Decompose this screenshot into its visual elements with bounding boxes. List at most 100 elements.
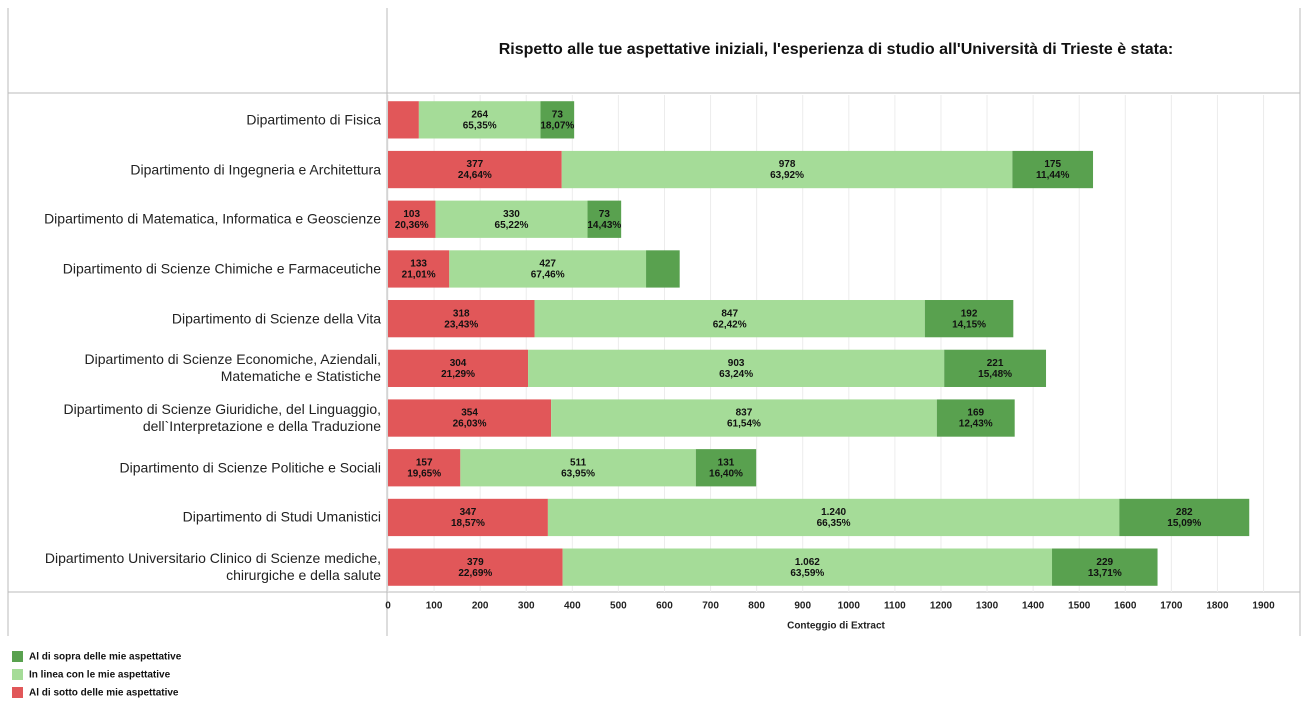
x-tick-label: 1600 — [1114, 601, 1137, 612]
value-label: 1.062 — [795, 557, 820, 568]
bar-segment — [388, 300, 535, 338]
percent-label: 63,24% — [719, 369, 753, 380]
percent-label: 24,64% — [458, 170, 492, 181]
legend-swatch — [12, 651, 23, 662]
bar-segment — [1052, 548, 1158, 586]
bar-segment — [924, 300, 1014, 338]
value-label: 427 — [539, 259, 556, 270]
value-label: 282 — [1176, 507, 1193, 518]
value-label: 978 — [779, 159, 796, 170]
x-tick-label: 500 — [610, 601, 627, 612]
percent-label: 67,46% — [531, 270, 565, 281]
x-tick-label: 1000 — [838, 601, 861, 612]
percent-label: 62,42% — [713, 319, 747, 330]
x-tick-label: 600 — [656, 601, 673, 612]
x-tick-label: 900 — [794, 601, 811, 612]
value-label: 169 — [967, 408, 984, 419]
bar-segment — [534, 300, 925, 338]
percent-label: 14,15% — [952, 319, 986, 330]
category-label: Dipartimento di Studi Umanistici — [182, 508, 381, 525]
category-label: Dipartimento di Ingegneria e Architettur… — [130, 161, 381, 178]
percent-label: 19,65% — [407, 468, 441, 479]
x-tick-label: 800 — [748, 601, 765, 612]
value-label: 73 — [599, 209, 611, 220]
category-label: Dipartimento di Matematica, Informatica … — [44, 210, 381, 227]
percent-label: 21,01% — [402, 270, 436, 281]
value-label: 354 — [461, 408, 478, 419]
x-axis-title: Conteggio di Extract — [787, 621, 885, 632]
percent-label: 15,09% — [1167, 518, 1201, 529]
value-label: 511 — [570, 457, 587, 468]
value-label: 347 — [460, 507, 477, 518]
percent-label: 16,40% — [709, 468, 743, 479]
x-tick-label: 1300 — [976, 601, 999, 612]
category-label: Dipartimento di Scienze Chimiche e Farma… — [62, 260, 381, 277]
bar-segment — [460, 449, 696, 487]
legend-label: In linea con le mie aspettative — [29, 670, 171, 681]
percent-label: 11,44% — [1036, 170, 1069, 181]
bar-segment — [561, 150, 1013, 189]
percent-label: 20,36% — [395, 220, 429, 231]
value-label: 229 — [1096, 557, 1113, 568]
category-label: Dipartimento Universitario Clinico di Sc… — [44, 550, 381, 584]
bar-segment — [418, 101, 541, 139]
value-label: 837 — [736, 408, 753, 419]
value-label: 103 — [403, 209, 420, 220]
bar-segment — [435, 200, 588, 238]
x-tick-label: 1100 — [884, 601, 906, 612]
x-tick-label: 700 — [702, 601, 719, 612]
x-tick-label: 100 — [426, 601, 443, 612]
bar-segment — [540, 101, 575, 139]
percent-label: 12,43% — [959, 419, 993, 430]
value-label: 330 — [503, 209, 520, 220]
bar-segment — [695, 449, 757, 487]
x-tick-label: 1800 — [1206, 601, 1229, 612]
x-tick-label: 1500 — [1068, 601, 1091, 612]
percent-label: 15,48% — [978, 369, 1012, 380]
x-tick-label: 300 — [518, 601, 535, 612]
bar-segment — [388, 548, 563, 586]
bar-segment — [449, 250, 647, 288]
bar-segment — [388, 250, 450, 288]
category-label: Dipartimento di Scienze della Vita — [171, 310, 381, 327]
percent-label: 18,07% — [540, 120, 574, 131]
category-label: Dipartimento di Scienze Giuridiche, del … — [63, 401, 381, 435]
percent-label: 66,35% — [817, 518, 851, 529]
value-label: 175 — [1044, 159, 1061, 170]
x-tick-label: 0 — [385, 601, 391, 612]
category-label: Dipartimento di Scienze Economiche, Azie… — [84, 351, 382, 385]
x-tick-label: 1400 — [1022, 601, 1045, 612]
bar-segment — [944, 349, 1047, 387]
bar-segment — [388, 101, 419, 139]
percent-label: 65,35% — [463, 120, 497, 131]
bar-segment — [562, 548, 1053, 586]
bar-segment — [388, 449, 461, 487]
percent-label: 61,54% — [727, 419, 761, 430]
value-label: 318 — [453, 308, 470, 319]
bar-segment — [388, 200, 436, 238]
bar-segment — [388, 349, 529, 387]
percent-label: 65,22% — [495, 220, 529, 231]
value-label: 73 — [552, 109, 564, 120]
bar-segment — [1012, 150, 1094, 189]
percent-label: 13,71% — [1088, 568, 1122, 579]
category-label: Dipartimento di Fisica — [246, 111, 381, 128]
value-label: 377 — [467, 159, 484, 170]
value-label: 1.240 — [821, 507, 846, 518]
percent-label: 22,69% — [458, 568, 492, 579]
x-tick-label: 1700 — [1160, 601, 1183, 612]
bar-segment — [388, 399, 552, 437]
x-tick-label: 1200 — [930, 601, 953, 612]
percent-label: 63,95% — [561, 468, 595, 479]
category-label: Dipartimento di Scienze Politiche e Soci… — [119, 459, 381, 476]
percent-label: 14,43% — [587, 220, 621, 231]
percent-label: 23,43% — [444, 319, 478, 330]
bar-segment — [388, 150, 562, 189]
percent-label: 63,92% — [770, 170, 804, 181]
legend-swatch — [12, 687, 23, 698]
percent-label: 21,29% — [441, 369, 475, 380]
bar-segment — [547, 498, 1120, 537]
legend-label: Al di sopra delle mie aspettative — [29, 652, 182, 663]
